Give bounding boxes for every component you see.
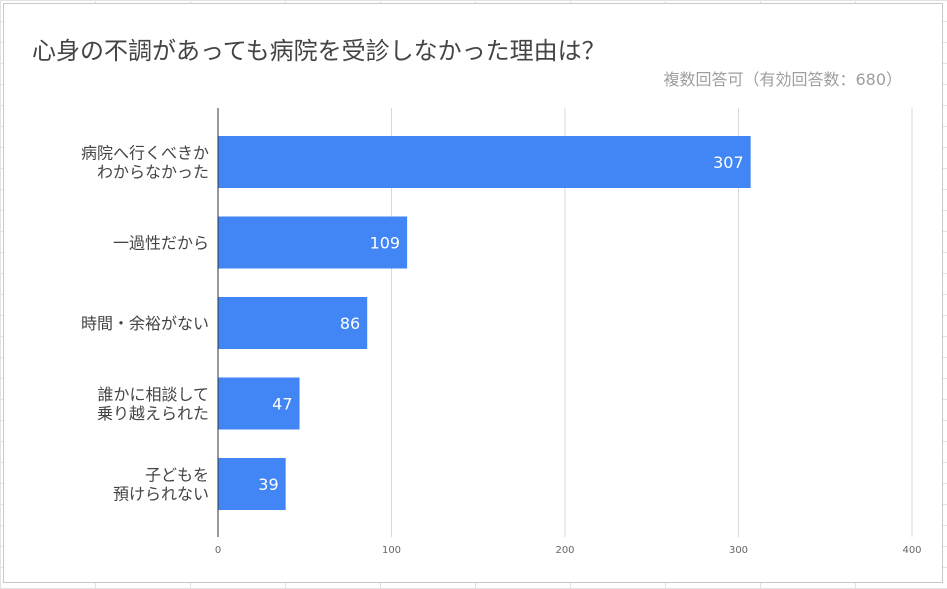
bar-4 — [218, 458, 286, 510]
x-tick-label-100: 100 — [382, 545, 401, 556]
category-label-0-0: 病院へ行くべきか — [81, 144, 209, 163]
category-label-2-0: 時間・余裕がない — [81, 314, 209, 333]
category-label-3-1: 乗り越えられた — [97, 404, 209, 423]
x-tick-label-200: 200 — [555, 545, 574, 556]
bar-0 — [218, 136, 751, 188]
data-label-0: 307 — [713, 153, 744, 172]
category-label-1-0: 一過性だから — [113, 234, 209, 253]
data-label-1: 109 — [370, 234, 401, 253]
data-label-3: 47 — [272, 395, 292, 414]
x-tick-label-400: 400 — [902, 545, 921, 556]
data-label-4: 39 — [258, 475, 278, 494]
data-label-2: 86 — [340, 314, 360, 333]
bar-3 — [218, 377, 300, 430]
category-label-4-1: 預けられない — [113, 485, 209, 504]
chart-subtitle: 複数回答可（有効回答数：680） — [663, 70, 902, 89]
bar-2 — [218, 297, 368, 349]
category-label-3-0: 誰かに相談して — [97, 385, 209, 404]
chart-title: 心身の不調があっても病院を受診しなかった理由は？ — [32, 37, 606, 65]
bar-1 — [218, 216, 408, 269]
chart-card[interactable]: 心身の不調があっても病院を受診しなかった理由は？ 複数回答可（有効回答数：680… — [3, 3, 943, 583]
x-tick-label-300: 300 — [729, 545, 748, 556]
category-label-0-1: わからなかった — [97, 163, 209, 182]
category-label-4-0: 子どもを — [145, 466, 209, 485]
x-tick-label-0: 0 — [215, 545, 221, 556]
